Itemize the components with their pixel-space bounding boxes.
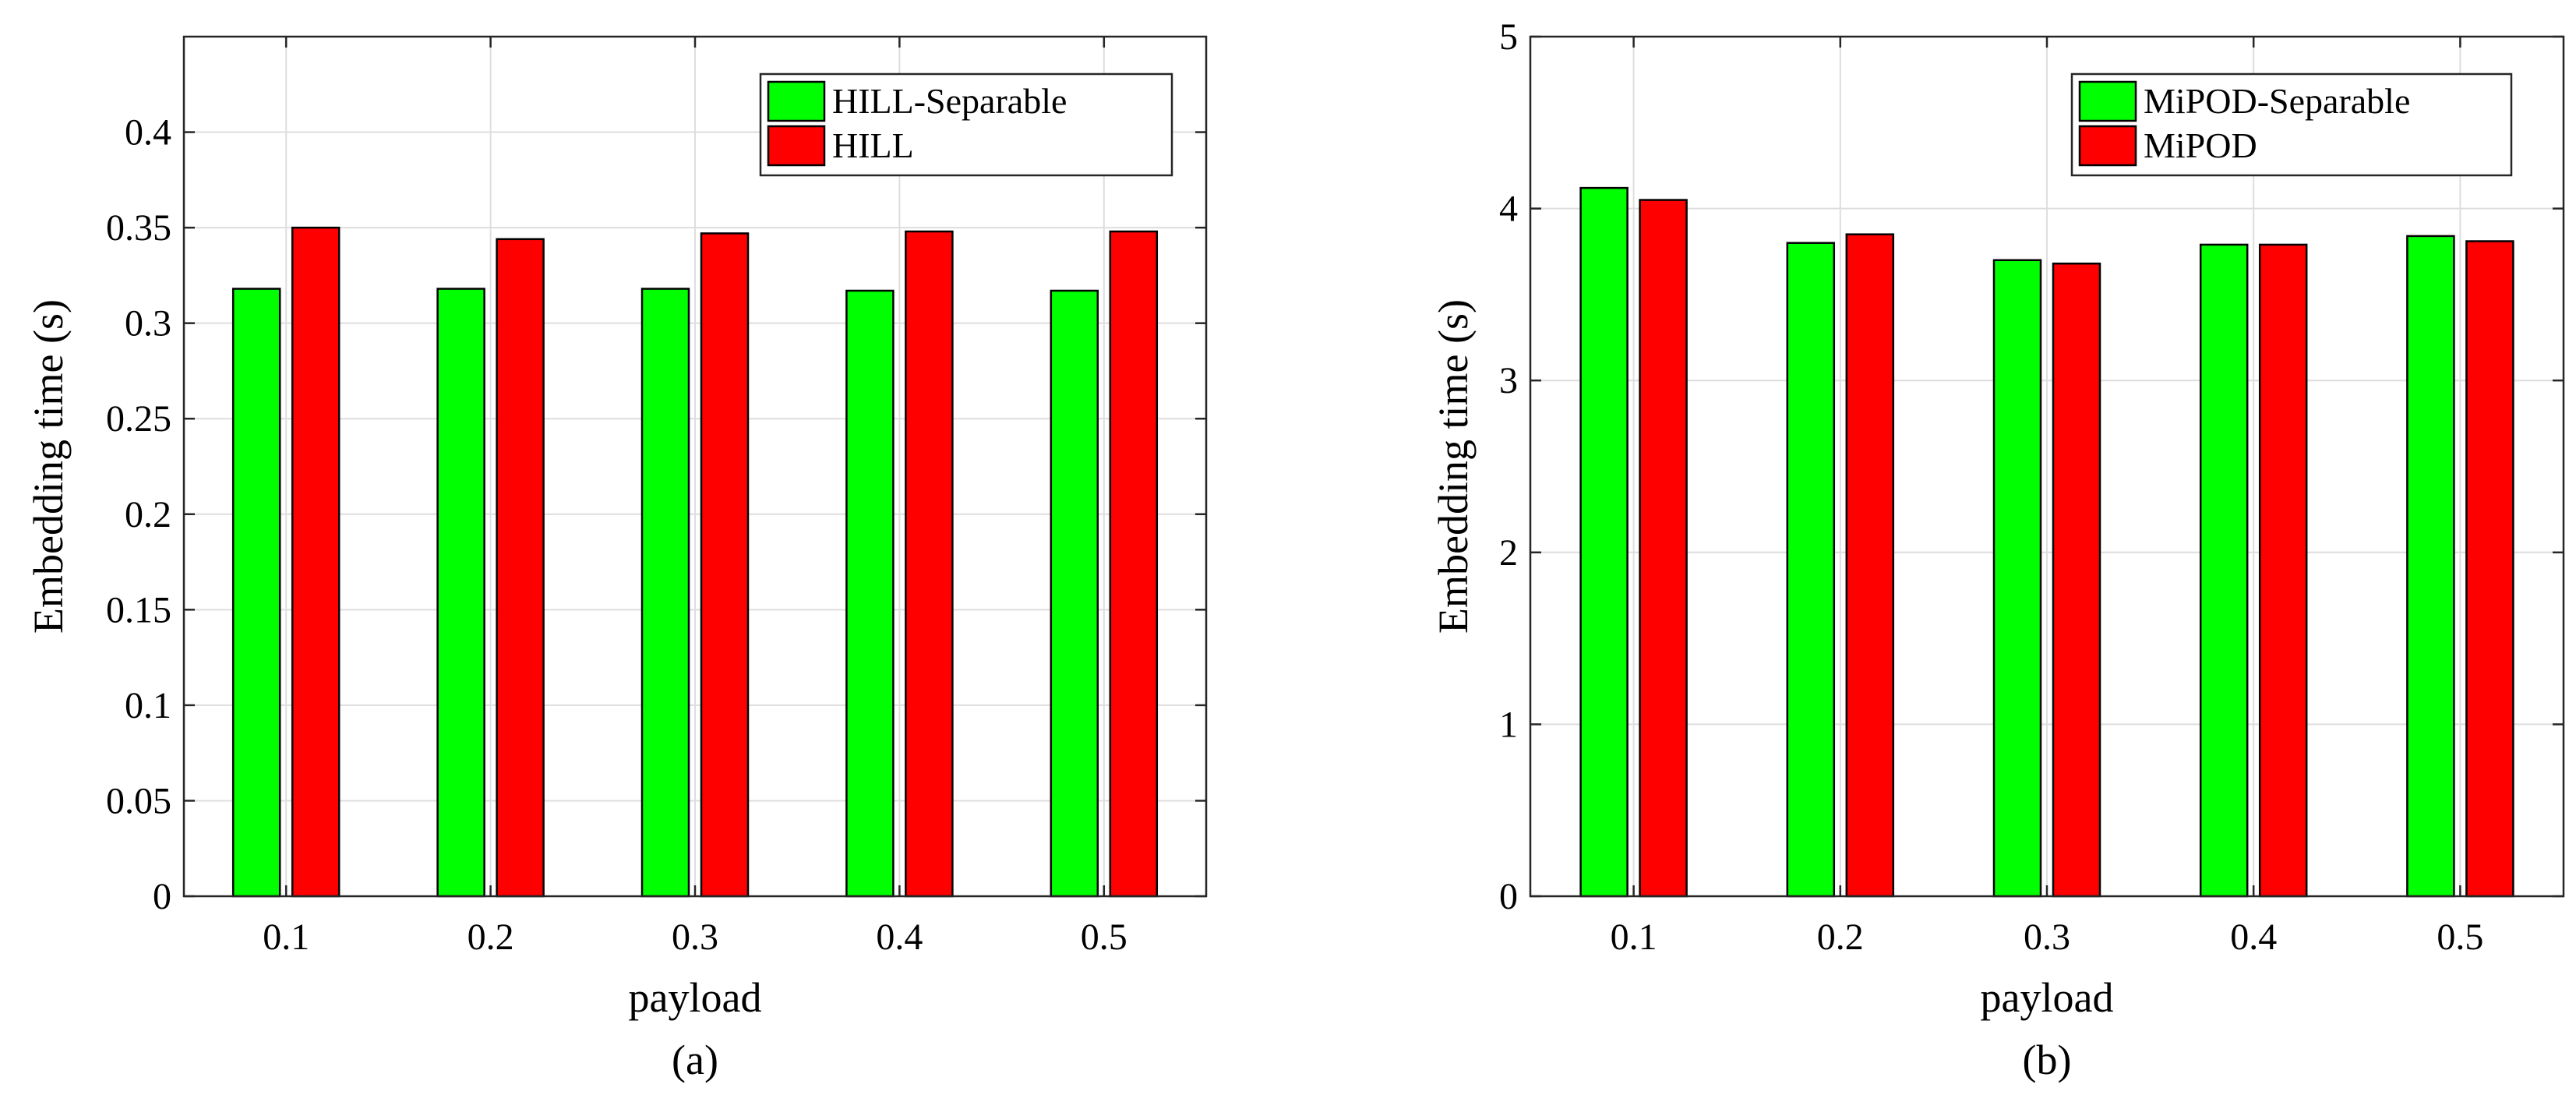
bar-hill-0.2	[496, 238, 545, 898]
bar-mipod-separable-0.4	[2199, 243, 2249, 898]
legend-box	[2070, 72, 2513, 177]
bar-hill-separable-0.1	[231, 288, 281, 898]
bar-hill-0.3	[700, 232, 750, 898]
bar-hill-0.1	[291, 226, 341, 898]
y-tick-label: 0	[1499, 876, 1518, 917]
x-axis-label: payload	[1981, 974, 2114, 1021]
x-tick-label: 0.3	[672, 917, 718, 958]
y-tick-label: 0.1	[125, 685, 171, 726]
y-tick-label: 0.15	[106, 589, 171, 630]
bar-hill-0.4	[905, 230, 954, 898]
bar-hill-separable-0.5	[1050, 289, 1099, 898]
legend-box	[759, 72, 1173, 177]
legend-label: MiPOD	[2144, 125, 2257, 165]
y-tick-label: 0.35	[106, 207, 171, 249]
panel-caption: (b)	[2023, 1037, 2072, 1083]
bar-hill-separable-0.2	[436, 288, 485, 898]
y-tick-label: 3	[1499, 360, 1518, 401]
legend-swatch-hill	[767, 125, 826, 167]
legend-swatch-mipod-separable	[2078, 80, 2137, 122]
x-tick-label: 0.5	[1081, 917, 1127, 958]
bar-mipod-separable-0.1	[1579, 186, 1629, 898]
bar-mipod-separable-0.2	[1786, 242, 1836, 898]
x-axis-label: payload	[629, 974, 762, 1021]
bar-mipod-0.5	[2465, 240, 2514, 898]
x-tick-label: 0.4	[876, 917, 923, 958]
y-tick-label: 0	[153, 876, 171, 917]
bar-mipod-separable-0.5	[2406, 235, 2455, 898]
bar-mipod-0.2	[1845, 233, 1895, 898]
y-tick-label: 1	[1499, 704, 1518, 745]
panel-caption: (a)	[672, 1037, 718, 1083]
y-axis-label: Embedding time (s)	[25, 299, 72, 634]
y-tick-label: 4	[1499, 189, 1518, 230]
x-tick-label: 0.4	[2230, 917, 2277, 958]
bar-hill-separable-0.3	[640, 288, 690, 898]
x-tick-label: 0.1	[263, 917, 309, 958]
y-tick-label: 0.2	[125, 494, 171, 535]
y-tick-label: 0.4	[125, 112, 171, 154]
y-tick-label: 0.3	[125, 303, 171, 344]
legend-label: HILL	[832, 125, 914, 165]
x-tick-label: 0.2	[1817, 917, 1864, 958]
x-tick-label: 0.3	[2024, 917, 2070, 958]
chart-panel-b: 0 1 2 3 4 5 0.1 0.2 0.3 0.4 0.5 payload Embedding ti…	[1430, 16, 2565, 1083]
bar-hill-separable-0.4	[845, 289, 895, 898]
bar-mipod-0.1	[1639, 199, 1688, 898]
y-tick-label: 2	[1499, 532, 1518, 574]
x-tick-label: 0.5	[2437, 917, 2483, 958]
bar-mipod-0.3	[2052, 262, 2101, 898]
y-tick-label: 0.25	[106, 398, 171, 440]
y-tick-label: 5	[1499, 16, 1518, 58]
bar-mipod-0.4	[2258, 243, 2308, 898]
x-tick-label: 0.2	[468, 917, 514, 958]
legend-label: MiPOD-Separable	[2144, 81, 2410, 121]
y-tick-label: 0.05	[106, 780, 171, 821]
bar-mipod-separable-0.3	[1992, 259, 2042, 898]
y-axis-label: Embedding time (s)	[1430, 299, 1477, 634]
bar-hill-0.5	[1109, 230, 1159, 898]
legend-swatch-hill-separable	[767, 80, 826, 122]
x-tick-label: 0.1	[1611, 917, 1657, 958]
legend-label: HILL-Separable	[832, 81, 1067, 121]
chart-panel-a: 0 0.05 0.1 0.15 0.2 0.25 0.3 0.35 0.4 0.1 0.2 0.3 0.…	[25, 35, 1208, 1083]
legend-swatch-mipod	[2078, 125, 2137, 167]
